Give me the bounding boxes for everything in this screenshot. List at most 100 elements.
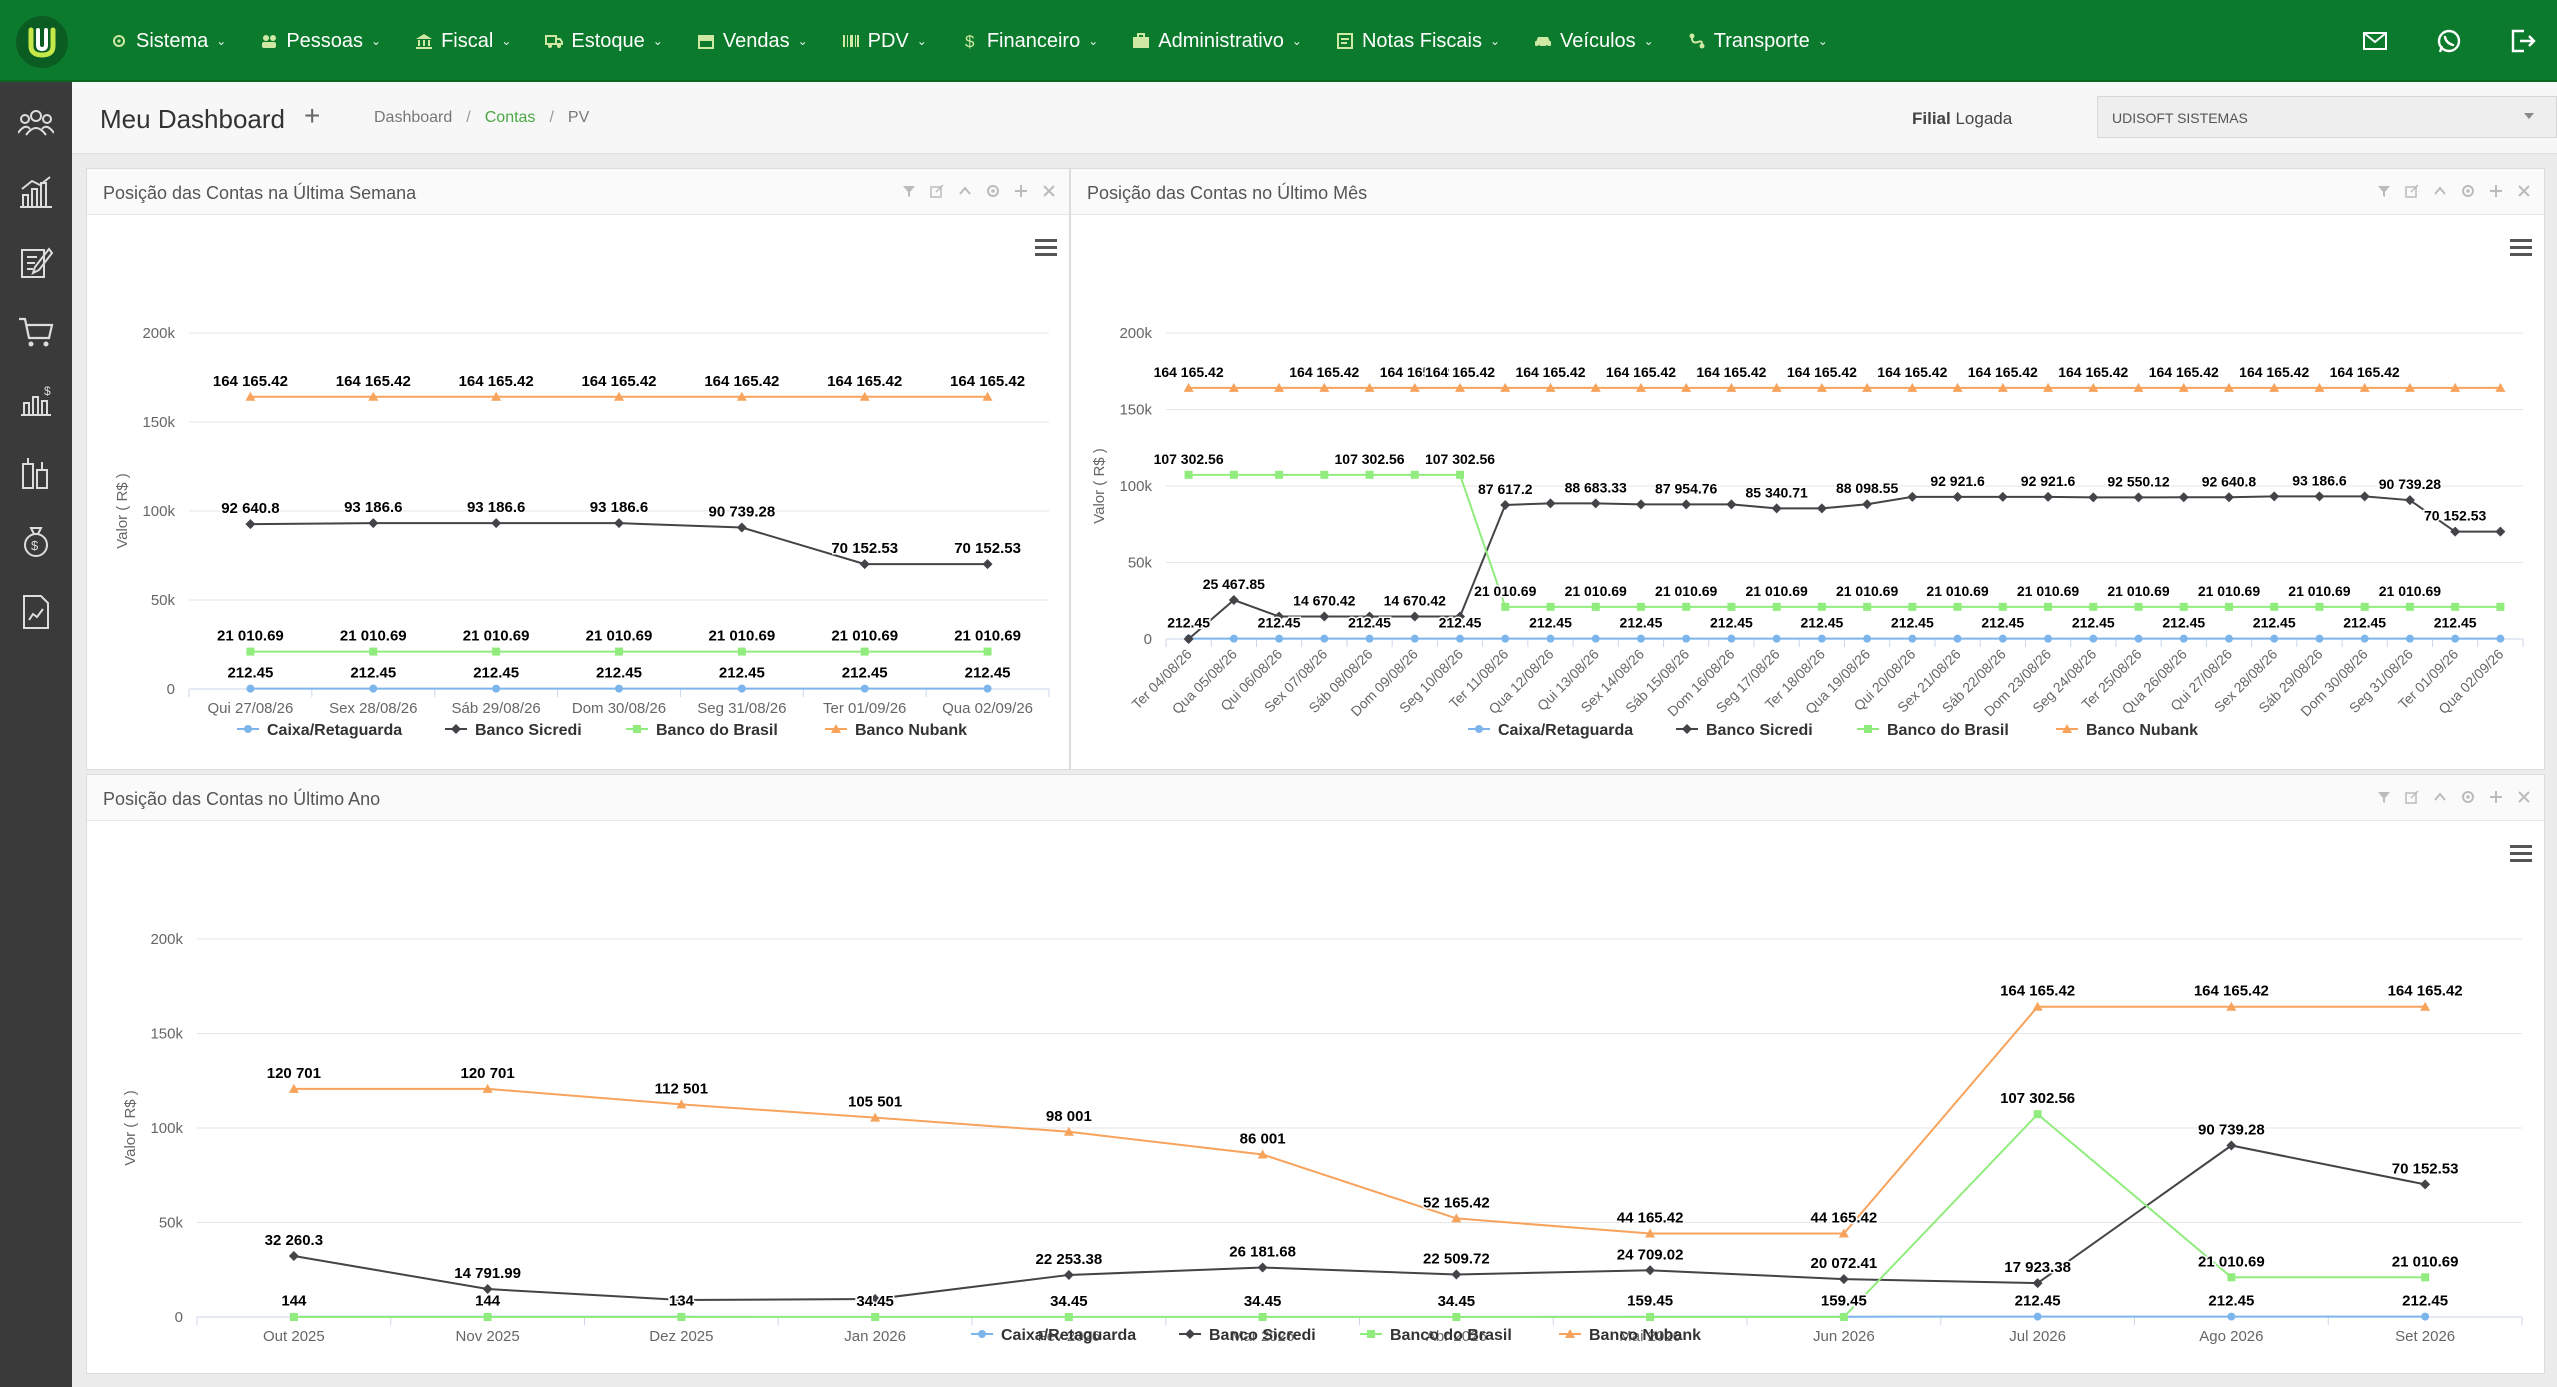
menu-item-ve-culos[interactable]: Veículos ⌄ — [1534, 30, 1654, 53]
legend-item[interactable]: Banco Sicredi — [445, 722, 582, 739]
menu-item-financeiro[interactable]: $ Financeiro ⌄ — [961, 30, 1098, 53]
chart-menu-button[interactable] — [2508, 237, 2534, 259]
collapse-icon[interactable] — [2432, 789, 2448, 805]
chevron-down-icon: ⌄ — [1817, 34, 1828, 48]
chevron-down-icon: ⌄ — [1489, 34, 1501, 48]
menu-item-administrativo[interactable]: Administrativo ⌄ — [1132, 30, 1302, 53]
legend-item[interactable]: Banco Sicredi — [1179, 1327, 1316, 1344]
people-group-icon[interactable] — [14, 100, 58, 144]
filter-icon[interactable] — [2376, 183, 2392, 199]
collapse-icon[interactable] — [2432, 183, 2448, 199]
settings-icon[interactable] — [985, 183, 1001, 199]
data-point — [859, 559, 870, 570]
panel-header: Posição das Contas no Último Mês — [1071, 169, 2544, 215]
menu-item-fiscal[interactable]: Fiscal ⌄ — [415, 30, 511, 53]
move-icon[interactable] — [1013, 183, 1029, 199]
logout-icon[interactable] — [2509, 27, 2537, 55]
menu-item-vendas[interactable]: Vendas ⌄ — [697, 30, 808, 53]
svg-text:$: $ — [31, 538, 39, 553]
move-icon[interactable] — [2488, 183, 2504, 199]
data-label: 212.45 — [965, 665, 1011, 682]
legend-item[interactable]: Banco Nubank — [2056, 722, 2198, 739]
data-point — [1908, 602, 1917, 611]
menu-item-estoque[interactable]: Estoque ⌄ — [545, 30, 663, 53]
data-point — [246, 684, 255, 693]
add-dashboard-button[interactable]: + — [304, 100, 321, 131]
move-icon[interactable] — [2488, 789, 2504, 805]
menu-item-notas-fiscais[interactable]: Notas Fiscais ⌄ — [1336, 30, 1500, 53]
legend-item[interactable]: Banco do Brasil — [1857, 722, 2009, 739]
bar-chart-icon[interactable] — [14, 170, 58, 214]
edit-icon[interactable] — [2404, 183, 2420, 199]
data-point — [2360, 602, 2369, 611]
breadcrumb-dashboard[interactable]: Dashboard — [374, 109, 453, 126]
data-point — [614, 391, 624, 401]
data-label: 92 640.8 — [2202, 473, 2257, 489]
chevron-down-icon: ⌄ — [216, 34, 227, 48]
data-point — [2314, 382, 2325, 392]
panel-tools — [2376, 789, 2532, 805]
finance-chart-icon[interactable]: $ — [14, 380, 58, 424]
filter-icon[interactable] — [901, 183, 917, 199]
chevron-down-icon: ⌄ — [1088, 34, 1099, 48]
udisoft-logo[interactable] — [16, 16, 68, 68]
data-point — [2089, 634, 2098, 643]
chart-menu-button[interactable] — [1033, 237, 1059, 259]
legend-item[interactable]: Caixa/Retaguarda — [237, 722, 402, 739]
whatsapp-icon[interactable] — [2435, 27, 2463, 55]
y-tick-label: 0 — [1144, 631, 1152, 648]
shopping-cart-icon[interactable] — [14, 310, 58, 354]
money-bag-icon[interactable]: $ — [14, 520, 58, 564]
data-point — [870, 1294, 881, 1305]
mail-icon[interactable] — [2361, 27, 2389, 55]
data-point — [1907, 382, 1918, 392]
edit-icon[interactable] — [929, 183, 945, 199]
legend-item[interactable]: Caixa/Retaguarda — [1468, 722, 1633, 739]
data-point — [676, 1099, 687, 1109]
filial-select[interactable]: UDISOFT SISTEMAS — [2097, 96, 2557, 138]
filial-label-rest: Logada — [1955, 109, 2013, 128]
data-point — [1364, 611, 1375, 622]
menu-item-sistema[interactable]: Sistema ⌄ — [110, 30, 226, 53]
close-icon[interactable] — [2516, 789, 2532, 805]
menu-item-pessoas[interactable]: Pessoas ⌄ — [260, 30, 381, 53]
close-icon[interactable] — [2516, 183, 2532, 199]
legend-item[interactable]: Banco do Brasil — [626, 722, 778, 739]
breadcrumb-contas[interactable]: Contas — [484, 109, 536, 126]
data-point — [1228, 595, 1239, 606]
collapse-icon[interactable] — [957, 183, 973, 199]
menu-item-transporte[interactable]: Transporte ⌄ — [1688, 30, 1828, 53]
data-point — [2269, 382, 2280, 392]
legend-item[interactable]: Banco Nubank — [825, 722, 967, 739]
data-point — [1816, 382, 1827, 392]
legend-label: Banco Sicredi — [475, 722, 582, 739]
data-point — [2269, 491, 2280, 502]
chart-menu-button[interactable] — [2508, 843, 2534, 865]
data-point — [1451, 1213, 1462, 1223]
filter-icon[interactable] — [2376, 789, 2392, 805]
data-point — [978, 1330, 986, 1338]
edit-document-icon[interactable] — [14, 240, 58, 284]
legend-label: Caixa/Retaguarda — [1001, 1327, 1136, 1344]
y-tick-label: 200k — [150, 931, 183, 948]
inventory-icon[interactable] — [14, 450, 58, 494]
legend-item[interactable]: Caixa/Retaguarda — [971, 1327, 1136, 1344]
legend-item[interactable]: Banco Nubank — [1559, 1327, 1701, 1344]
data-point — [736, 391, 747, 401]
data-point — [2270, 602, 2279, 611]
data-label: 44 165.42 — [1811, 1210, 1878, 1227]
legend-item[interactable]: Banco do Brasil — [1360, 1327, 1512, 1344]
close-icon[interactable] — [1041, 183, 1057, 199]
settings-icon[interactable] — [2460, 789, 2476, 805]
menu-item-pdv[interactable]: PDV ⌄ — [842, 30, 927, 53]
data-label: 34.45 — [1050, 1293, 1088, 1310]
settings-icon[interactable] — [2460, 183, 2476, 199]
legend-item[interactable]: Banco Sicredi — [1676, 722, 1813, 739]
edit-icon[interactable] — [2404, 789, 2420, 805]
data-label: 212.45 — [1800, 615, 1843, 631]
report-document-icon[interactable] — [14, 590, 58, 634]
data-point — [859, 391, 870, 401]
data-label: 105 501 — [848, 1094, 902, 1111]
data-label: 212.45 — [2015, 1293, 2061, 1310]
data-point — [1275, 634, 1284, 643]
